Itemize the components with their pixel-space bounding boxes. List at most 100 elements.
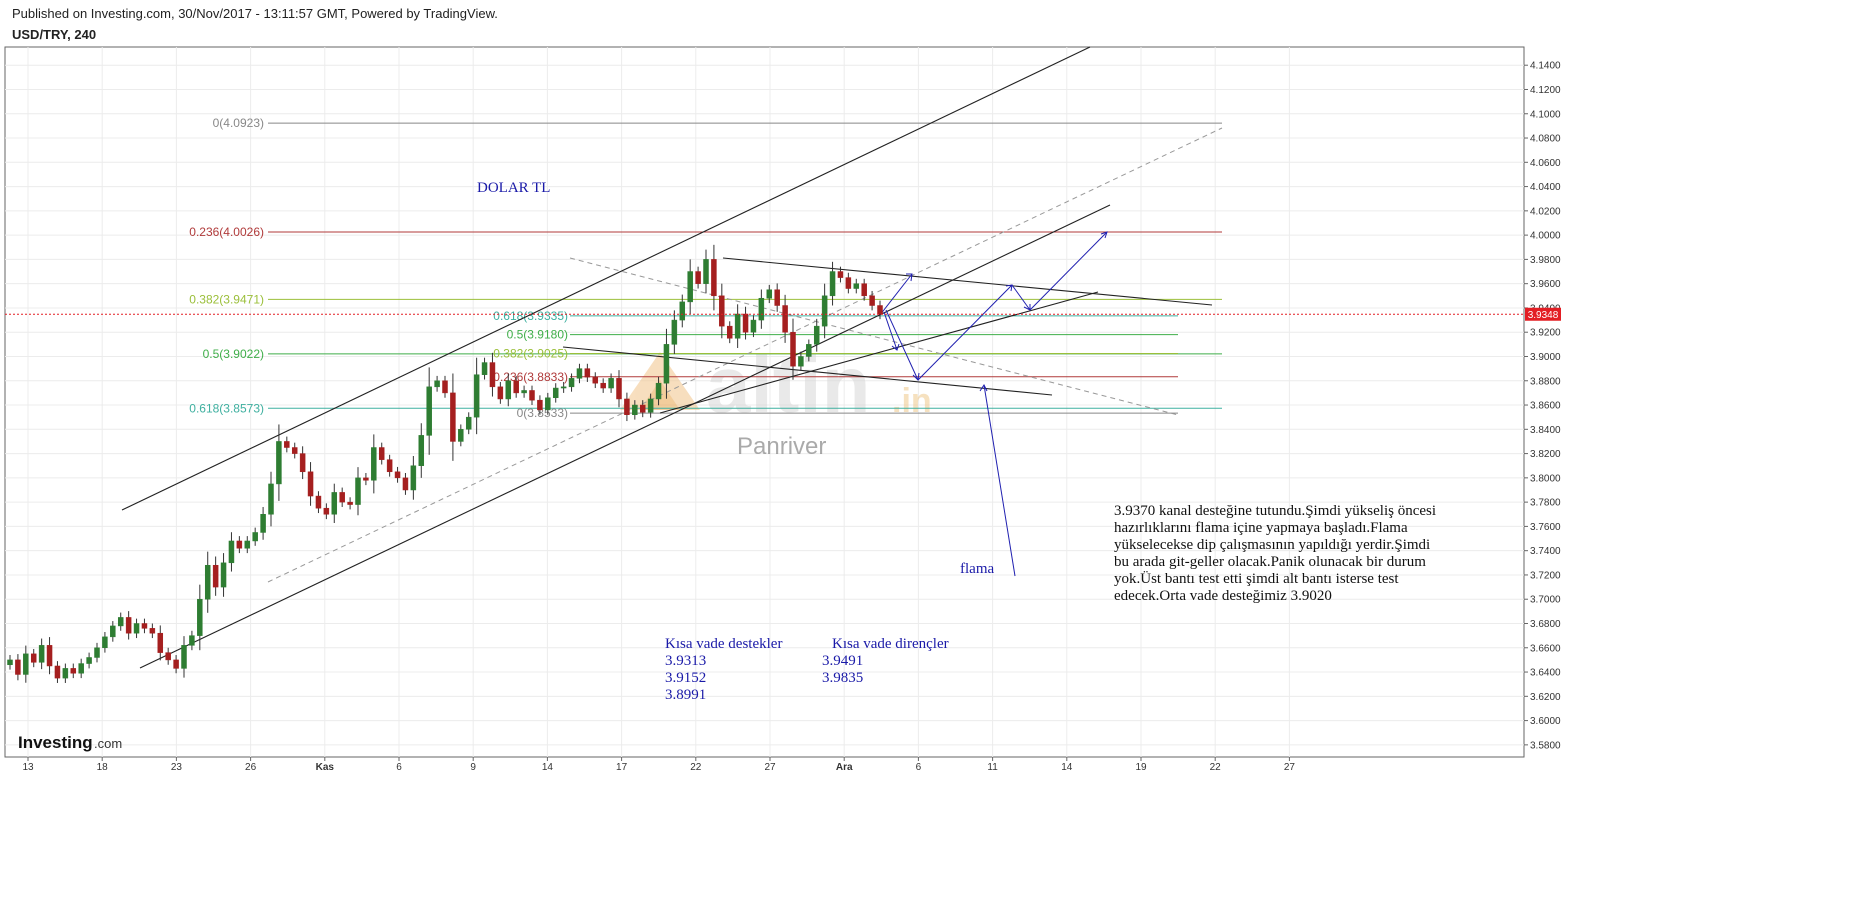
- candle[interactable]: [545, 392, 551, 415]
- candle[interactable]: [181, 636, 187, 678]
- candle[interactable]: [552, 383, 559, 403]
- candle[interactable]: [695, 266, 701, 289]
- candle[interactable]: [173, 655, 179, 674]
- candle[interactable]: [54, 661, 61, 683]
- candle[interactable]: [845, 272, 852, 294]
- arrow-down-3[interactable]: [1011, 284, 1031, 311]
- pennant-note[interactable]: flama: [960, 561, 994, 577]
- candle[interactable]: [260, 506, 266, 540]
- candle[interactable]: [711, 244, 717, 311]
- candle[interactable]: [600, 378, 606, 393]
- candle[interactable]: [576, 363, 583, 384]
- candle[interactable]: [798, 351, 804, 372]
- candle[interactable]: [149, 623, 156, 639]
- candle[interactable]: [821, 283, 828, 339]
- candle[interactable]: [220, 553, 227, 597]
- candle[interactable]: [663, 328, 670, 399]
- candle[interactable]: [869, 290, 875, 311]
- candle[interactable]: [15, 654, 21, 681]
- candle[interactable]: [386, 454, 393, 477]
- candle[interactable]: [513, 375, 519, 398]
- candle[interactable]: [584, 363, 591, 382]
- candle[interactable]: [78, 658, 84, 679]
- candle[interactable]: [632, 400, 638, 420]
- candle[interactable]: [442, 375, 448, 398]
- candle[interactable]: [7, 655, 13, 670]
- candle[interactable]: [497, 381, 504, 404]
- candle[interactable]: [608, 373, 614, 393]
- candle[interactable]: [378, 442, 385, 465]
- candle[interactable]: [30, 648, 37, 668]
- candle[interactable]: [315, 491, 322, 514]
- candle[interactable]: [23, 645, 29, 683]
- arrow-down-1[interactable]: [883, 311, 898, 351]
- candle[interactable]: [861, 278, 867, 301]
- candle[interactable]: [726, 321, 733, 344]
- candle[interactable]: [560, 381, 567, 393]
- candle[interactable]: [355, 467, 361, 516]
- candle[interactable]: [94, 642, 100, 663]
- candle[interactable]: [750, 315, 757, 338]
- candle[interactable]: [450, 373, 456, 461]
- candle[interactable]: [426, 367, 432, 455]
- candle[interactable]: [165, 647, 171, 665]
- candle[interactable]: [307, 462, 314, 506]
- candle[interactable]: [806, 339, 812, 362]
- flama-pointer-arrow[interactable]: [983, 384, 1016, 577]
- candle[interactable]: [125, 611, 132, 640]
- drawings[interactable]: [121, 46, 1223, 669]
- candle[interactable]: [189, 630, 195, 651]
- candle[interactable]: [117, 612, 124, 631]
- arrow-up-2[interactable]: [917, 284, 1013, 381]
- candle[interactable]: [394, 466, 401, 483]
- candle[interactable]: [402, 473, 409, 495]
- candle[interactable]: [489, 352, 496, 397]
- candle[interactable]: [62, 663, 69, 683]
- candle[interactable]: [371, 434, 377, 494]
- candle[interactable]: [465, 412, 472, 435]
- candle[interactable]: [276, 424, 282, 501]
- candle[interactable]: [829, 261, 836, 306]
- candle[interactable]: [679, 294, 686, 328]
- arrow-up-3[interactable]: [1029, 231, 1108, 311]
- time-axis[interactable]: 13 18 23 26 Kas 6 9 14 17 22 27 Ara 6 11 14 19 22 27: [22, 757, 1295, 773]
- candle[interactable]: [86, 652, 92, 669]
- candle[interactable]: [339, 487, 345, 507]
- candle[interactable]: [774, 283, 780, 312]
- candle[interactable]: [473, 357, 480, 435]
- arrow-up-1[interactable]: [879, 273, 913, 316]
- candle[interactable]: [624, 392, 630, 422]
- candle[interactable]: [284, 436, 290, 453]
- candle[interactable]: [347, 497, 353, 510]
- candle[interactable]: [141, 618, 148, 634]
- current-price[interactable]: 3.9348: [5, 307, 1561, 321]
- candle[interactable]: [418, 423, 425, 478]
- candle[interactable]: [521, 385, 527, 398]
- candle[interactable]: [639, 400, 646, 418]
- projection-arrows[interactable]: [879, 231, 1108, 577]
- channel-upper-line[interactable]: [121, 46, 1091, 511]
- arrow-down-2[interactable]: [885, 309, 919, 381]
- candle[interactable]: [299, 446, 306, 480]
- levels-note[interactable]: Kısa vade destekler Kısa vade dirençler …: [665, 636, 949, 703]
- candle[interactable]: [331, 483, 338, 524]
- candle[interactable]: [291, 442, 298, 459]
- candle[interactable]: [877, 300, 883, 320]
- candle[interactable]: [592, 372, 599, 389]
- candle[interactable]: [481, 357, 488, 380]
- candle[interactable]: [204, 551, 211, 613]
- candle[interactable]: [323, 503, 330, 520]
- pennant-lower-line[interactable]: [562, 346, 1053, 396]
- candle[interactable]: [410, 456, 417, 500]
- candle[interactable]: [212, 556, 219, 596]
- candle[interactable]: [458, 424, 464, 447]
- candle[interactable]: [505, 373, 512, 407]
- candle[interactable]: [363, 473, 369, 486]
- candle[interactable]: [568, 373, 575, 392]
- candles[interactable]: [7, 244, 883, 683]
- candle[interactable]: [671, 310, 678, 355]
- candle[interactable]: [102, 631, 108, 653]
- candle[interactable]: [529, 385, 535, 406]
- candle[interactable]: [157, 625, 164, 661]
- channel-lower-line[interactable]: [139, 204, 1111, 669]
